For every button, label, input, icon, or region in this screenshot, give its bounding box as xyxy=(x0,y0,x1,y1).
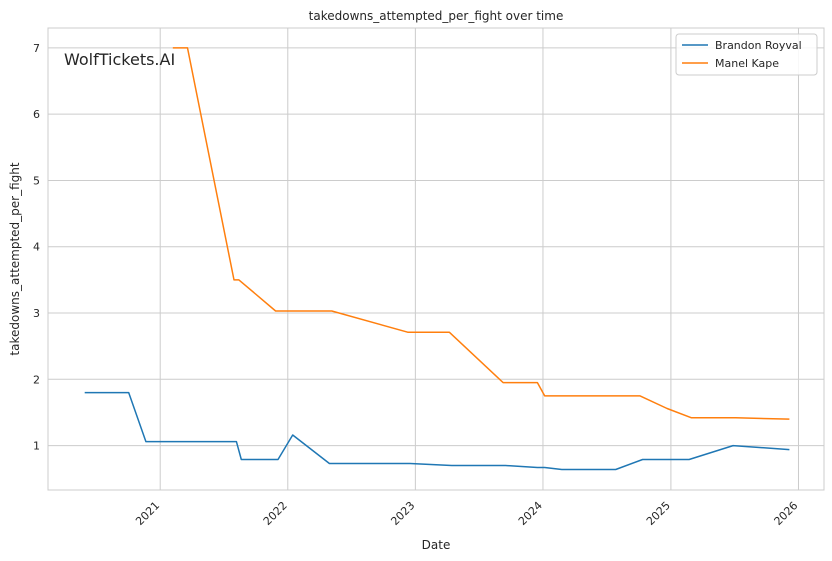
plot-frame xyxy=(47,27,825,491)
y-axis-label: takedowns_attempted_per_fight xyxy=(8,162,22,355)
legend: Brandon Royval Manel Kape xyxy=(675,33,818,76)
y-tick-labels: 1 2 3 4 5 6 7 xyxy=(33,42,40,453)
y-tick-label: 2 xyxy=(33,373,40,386)
legend-label-2: Manel Kape xyxy=(715,57,779,70)
y-tick-label: 4 xyxy=(33,241,40,254)
series-layer xyxy=(84,47,790,471)
series-line-1 xyxy=(84,391,790,471)
y-tick-label: 6 xyxy=(33,108,40,121)
watermark: WolfTickets.AI xyxy=(64,50,175,69)
x-axis-label: Date xyxy=(422,538,451,552)
grid xyxy=(48,28,824,490)
y-tick-label: 7 xyxy=(33,42,40,55)
y-tick-label: 3 xyxy=(33,307,40,320)
y-tick-label: 5 xyxy=(33,174,40,187)
y-tick-label: 1 xyxy=(33,440,40,453)
series-line-2 xyxy=(172,47,790,420)
chart-title: takedowns_attempted_per_fight over time xyxy=(309,9,564,23)
legend-frame xyxy=(675,33,818,76)
legend-label-1: Brandon Royval xyxy=(715,39,802,52)
